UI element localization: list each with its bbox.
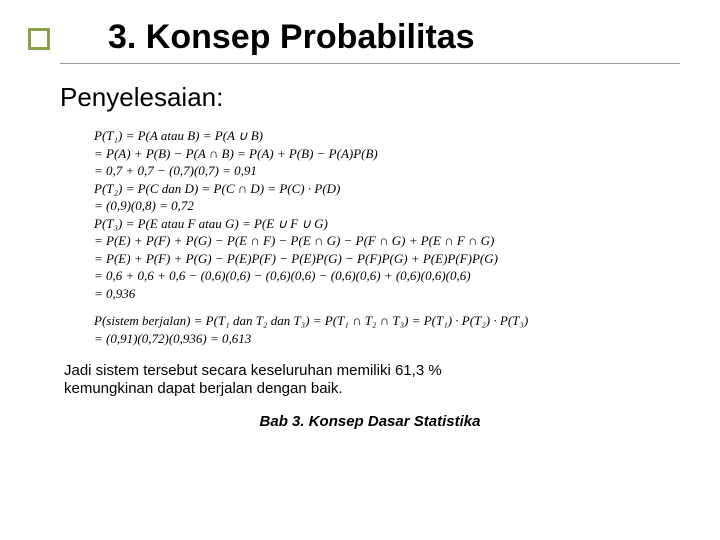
math-line: = 0,936	[94, 285, 680, 303]
math-line: P(sistem berjalan) = P(T₁ dan T₂ dan T₃)…	[94, 312, 680, 330]
math-line: P(T₁) = P(A atau B) = P(A ∪ B)	[94, 127, 680, 145]
math-line: = (0,9)(0,8) = 0,72	[94, 197, 680, 215]
page-title: 3. Konsep Probabilitas	[60, 18, 680, 64]
math-line: = 0,6 + 0,6 + 0,6 − (0,6)(0,6) − (0,6)(0…	[94, 267, 680, 285]
conclusion-line1: Jadi sistem tersebut secara keseluruhan …	[64, 362, 442, 379]
conclusion-line2: kemungkinan dapat berjalan dengan baik.	[64, 380, 343, 397]
math-line: P(T₃) = P(E atau F atau G) = P(E ∪ F ∪ G…	[94, 215, 680, 233]
math-line: = (0,91)(0,72)(0,936) = 0,613	[94, 330, 680, 348]
math-line: = P(E) + P(F) + P(G) − P(E)P(F) − P(E)P(…	[94, 250, 680, 268]
math-line: P(T₂) = P(C dan D) = P(C ∩ D) = P(C) · P…	[94, 180, 680, 198]
math-block-2: P(sistem berjalan) = P(T₁ dan T₂ dan T₃)…	[60, 312, 680, 347]
subtitle: Penyelesaian:	[60, 82, 680, 113]
accent-square	[28, 28, 50, 50]
math-line: = P(A) + P(B) − P(A ∩ B) = P(A) + P(B) −…	[94, 145, 680, 163]
conclusion-text: Jadi sistem tersebut secara keseluruhan …	[60, 362, 680, 400]
footer-text: Bab 3. Konsep Dasar Statistika	[60, 413, 680, 430]
math-block-1: P(T₁) = P(A atau B) = P(A ∪ B) = P(A) + …	[60, 127, 680, 302]
math-line: = P(E) + P(F) + P(G) − P(E ∩ F) − P(E ∩ …	[94, 232, 680, 250]
math-line: = 0,7 + 0,7 − (0,7)(0,7) = 0,91	[94, 162, 680, 180]
slide-container: 3. Konsep Probabilitas Penyelesaian: P(T…	[0, 0, 720, 540]
